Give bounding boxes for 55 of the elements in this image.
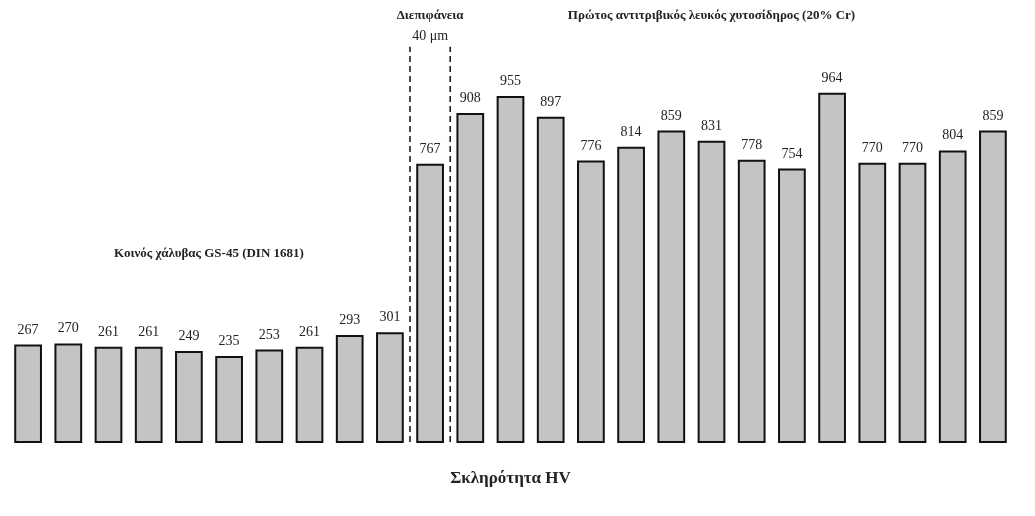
x-axis-title: Σκληρότητα HV xyxy=(450,468,572,487)
bar xyxy=(456,112,485,443)
bar xyxy=(938,150,967,443)
bar xyxy=(858,162,887,443)
data-label: 770 xyxy=(861,139,883,155)
data-label: 261 xyxy=(299,323,320,339)
bar xyxy=(134,346,163,443)
bar xyxy=(14,344,42,443)
bar xyxy=(898,162,927,443)
text: Πρώτος αντιτριβικός λευκός χυτοσίδηρος (20% Cr) xyxy=(567,6,856,22)
bar xyxy=(577,160,605,443)
data-label: 859 xyxy=(660,107,682,123)
data-label: 235 xyxy=(218,333,240,349)
bar xyxy=(778,168,806,443)
data-label: 955 xyxy=(500,72,521,88)
bar xyxy=(215,356,243,443)
data-label: 964 xyxy=(821,69,843,85)
bar xyxy=(657,130,686,443)
bar xyxy=(94,346,123,443)
bar xyxy=(697,140,726,443)
text: 40 μm xyxy=(412,28,449,44)
bar xyxy=(617,146,645,443)
data-label: 831 xyxy=(701,117,722,133)
bar xyxy=(175,351,203,443)
data-label: 293 xyxy=(339,312,361,328)
data-label: 270 xyxy=(57,320,79,336)
data-label: 767 xyxy=(419,140,441,156)
bar xyxy=(335,335,364,443)
bar xyxy=(818,92,846,443)
bar xyxy=(737,159,766,443)
bar xyxy=(416,163,444,443)
bar xyxy=(255,349,284,443)
data-label: 253 xyxy=(258,326,280,342)
data-label: 859 xyxy=(982,107,1004,123)
bar xyxy=(295,346,324,443)
data-label: 778 xyxy=(741,136,763,152)
bar xyxy=(979,130,1007,443)
data-label: 261 xyxy=(138,323,160,339)
data-label: 770 xyxy=(902,139,923,155)
text: Διεπιφάνεια xyxy=(396,6,465,22)
data-label: 908 xyxy=(459,89,481,105)
data-label: 267 xyxy=(17,321,39,337)
bar xyxy=(376,332,404,443)
bar xyxy=(496,95,525,443)
data-label: 301 xyxy=(379,309,401,325)
bar xyxy=(536,116,565,443)
data-label: 897 xyxy=(540,93,562,109)
annotation: Κοινός χάλυβας GS-45 (DIN 1681) xyxy=(114,244,304,260)
data-label: 804 xyxy=(942,127,964,143)
data-label: 261 xyxy=(98,323,119,339)
data-label: 776 xyxy=(580,137,602,153)
data-label: 814 xyxy=(620,123,642,139)
bar xyxy=(54,343,83,443)
data-label: 249 xyxy=(178,328,200,344)
data-label: 754 xyxy=(781,145,803,161)
